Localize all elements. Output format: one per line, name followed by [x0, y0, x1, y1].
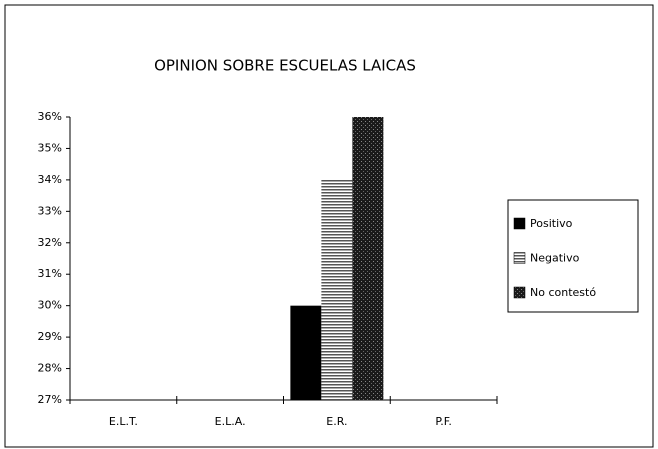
legend-swatch — [513, 217, 526, 230]
legend-label: No contestó — [530, 286, 596, 299]
bar — [321, 179, 353, 400]
legend-label: Positivo — [530, 217, 573, 230]
y-tick-label: 33% — [38, 204, 62, 217]
y-tick-label: 36% — [38, 110, 62, 123]
bar — [290, 305, 322, 400]
legend-swatch — [513, 286, 526, 299]
x-tick-label: P.F. — [435, 415, 451, 428]
bar — [352, 117, 384, 400]
chart-title: OPINION SOBRE ESCUELAS LAICAS — [154, 57, 416, 75]
legend-box — [507, 199, 639, 313]
x-tick-label: E.L.T. — [109, 415, 138, 428]
y-tick-label: 35% — [38, 141, 62, 154]
y-tick-label: 31% — [38, 267, 62, 280]
y-tick-label: 29% — [38, 330, 62, 343]
y-tick-label: 27% — [38, 393, 62, 406]
x-tick-label: E.R. — [326, 415, 347, 428]
legend-label: Negativo — [530, 252, 580, 265]
frame — [4, 4, 654, 448]
legend-swatch — [513, 252, 526, 264]
y-tick-label: 30% — [38, 299, 62, 312]
x-tick-label: E.L.A. — [215, 415, 246, 428]
y-tick-label: 28% — [38, 362, 62, 375]
y-tick-label: 34% — [38, 173, 62, 186]
y-tick-label: 32% — [38, 236, 62, 249]
